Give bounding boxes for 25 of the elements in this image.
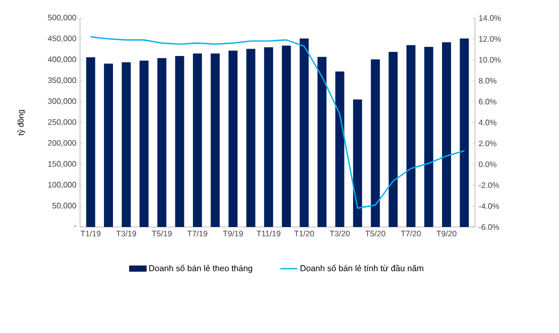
bar (335, 72, 344, 227)
bar (140, 60, 149, 227)
bar (86, 57, 96, 227)
bar (246, 48, 256, 227)
bar (175, 56, 184, 227)
bar (282, 46, 291, 227)
bar (210, 54, 220, 227)
bar (228, 50, 238, 227)
bar (460, 38, 469, 227)
bar (264, 47, 274, 227)
legend-label: Doanh số bán lẻ tính từ đầu năm (300, 264, 424, 272)
bar (442, 42, 452, 227)
bar (122, 62, 131, 227)
bar (104, 64, 113, 227)
legend-label: Doanh số bán lẻ theo tháng (149, 264, 252, 273)
line-series (90, 36, 465, 209)
bar (317, 56, 326, 227)
bar (370, 59, 380, 227)
bar (388, 52, 398, 227)
bar (424, 46, 434, 227)
bar (192, 54, 202, 227)
bar (353, 100, 362, 227)
bar (157, 58, 166, 227)
bar (406, 45, 416, 227)
bar (300, 38, 309, 227)
